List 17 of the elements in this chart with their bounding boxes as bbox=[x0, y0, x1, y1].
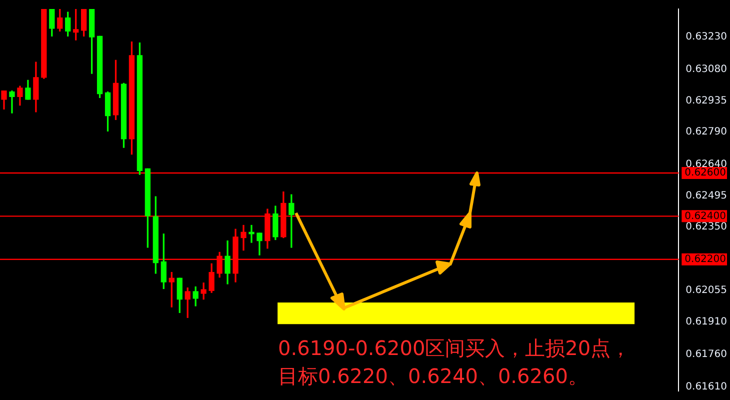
annotation: 0.6190-0.6200区间买入，止损20点， bbox=[278, 335, 631, 362]
y-tick-label: 0.62495 bbox=[686, 190, 728, 202]
y-tick-label: 0.62935 bbox=[686, 95, 728, 106]
candlestick bbox=[9, 90, 15, 114]
y-tick-label: 0.62055 bbox=[686, 285, 728, 296]
candlestick bbox=[240, 224, 246, 251]
ref-line-label: 0.62400 bbox=[684, 210, 726, 222]
ref-line-label: 0.62200 bbox=[684, 254, 726, 265]
y-tick-label: 0.62350 bbox=[686, 222, 728, 233]
y-tick-label: 0.61760 bbox=[686, 348, 728, 360]
y-tick-label: 0.61610 bbox=[686, 381, 728, 392]
annotation: 目标0.6220、0.6240、0.6260。 bbox=[278, 363, 589, 390]
y-tick-label: 0.61910 bbox=[686, 316, 728, 328]
y-tick-label: 0.63080 bbox=[686, 64, 728, 76]
y-tick-label: 0.62790 bbox=[686, 126, 728, 138]
y-tick-label: 0.63230 bbox=[686, 32, 728, 43]
ref-line-label: 0.62600 bbox=[684, 168, 726, 179]
